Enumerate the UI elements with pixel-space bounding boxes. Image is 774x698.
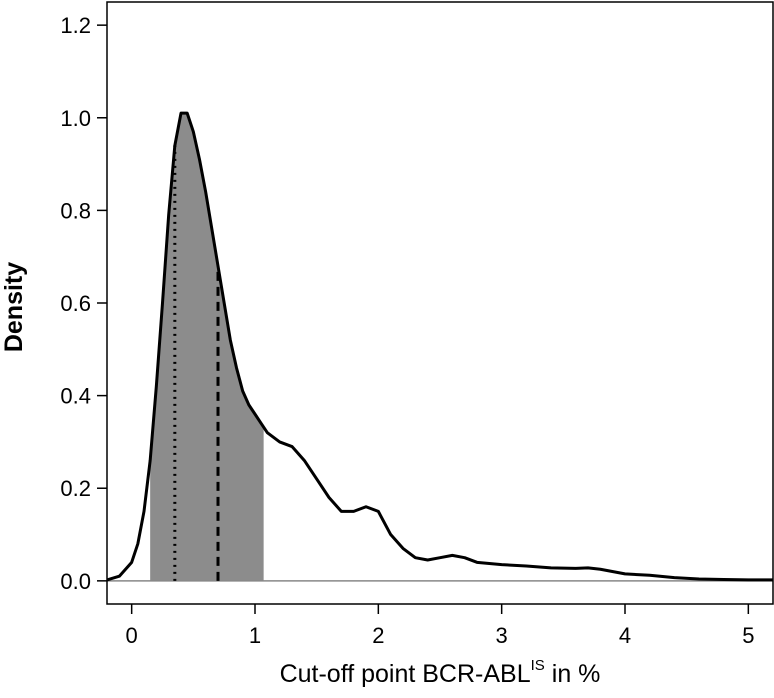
x-axis-title: Cut-off point BCR-ABLIS in % [280, 657, 601, 688]
y-tick-label: 1.2 [60, 13, 91, 38]
y-tick-label: 0.6 [60, 291, 91, 316]
y-axis-title: Density [0, 262, 28, 352]
x-axis-title-suffix: in % [545, 660, 601, 688]
x-tick-label: 4 [619, 623, 631, 648]
y-tick-label: 0.4 [60, 384, 91, 409]
x-tick-label: 5 [742, 623, 754, 648]
y-tick-label: 1.0 [60, 106, 91, 131]
x-tick-label: 1 [249, 623, 261, 648]
x-axis-title-superscript: IS [531, 657, 545, 674]
x-tick-label: 0 [126, 623, 138, 648]
y-tick-label: 0.2 [60, 476, 91, 501]
x-axis-title-main: Cut-off point BCR-ABL [280, 660, 531, 688]
y-tick-label: 0.0 [60, 569, 91, 594]
shaded-interval-area [150, 113, 264, 581]
density-curve [106, 111, 773, 582]
plot-area [106, 111, 773, 582]
y-tick-label: 0.8 [60, 198, 91, 223]
x-tick-label: 3 [496, 623, 508, 648]
axes: 0 1 2 3 4 5 0.0 0.2 0.4 0.6 0.8 1.0 1.2 [60, 1, 774, 648]
x-tick-label: 2 [372, 623, 384, 648]
